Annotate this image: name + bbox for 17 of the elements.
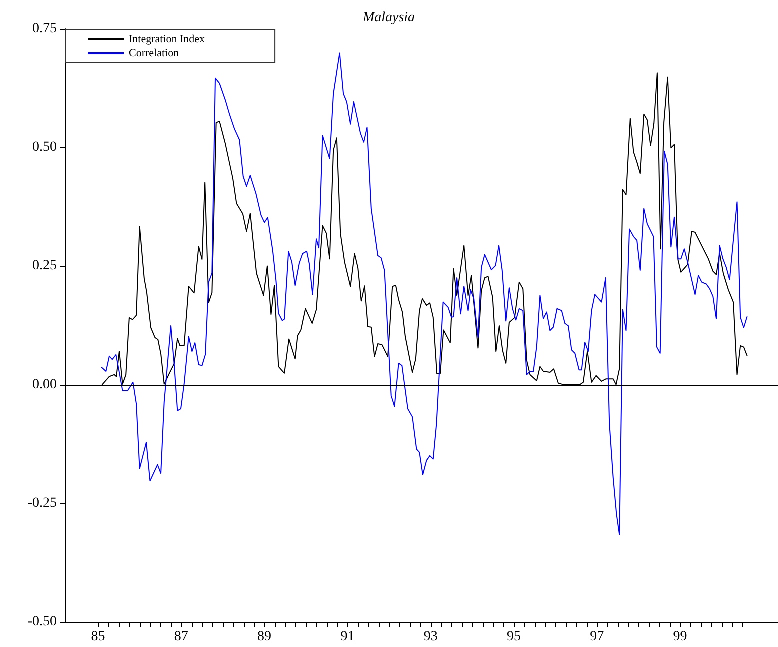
y-tick-label: 0.75 [32, 22, 57, 36]
x-tick-label: 91 [340, 630, 355, 644]
x-tick-label: 89 [258, 630, 272, 644]
x-tick-label: 97 [590, 630, 604, 644]
x-tick-label: 95 [507, 630, 522, 644]
legend-label: Correlation [129, 48, 180, 60]
x-tick-label: 93 [424, 630, 438, 644]
x-tick-label: 85 [91, 630, 106, 644]
y-tick-label: 0.50 [32, 140, 57, 156]
x-tick-label: 87 [174, 630, 188, 644]
y-tick-label: -0.25 [28, 496, 57, 511]
chart-title: Malaysia [362, 10, 416, 26]
y-tick-label: 0.00 [32, 377, 57, 392]
x-tick-label: 99 [673, 630, 688, 644]
y-tick-label: 0.25 [32, 258, 57, 274]
legend-label: Integration Index [129, 34, 206, 46]
y-tick-label: -0.50 [28, 614, 57, 630]
